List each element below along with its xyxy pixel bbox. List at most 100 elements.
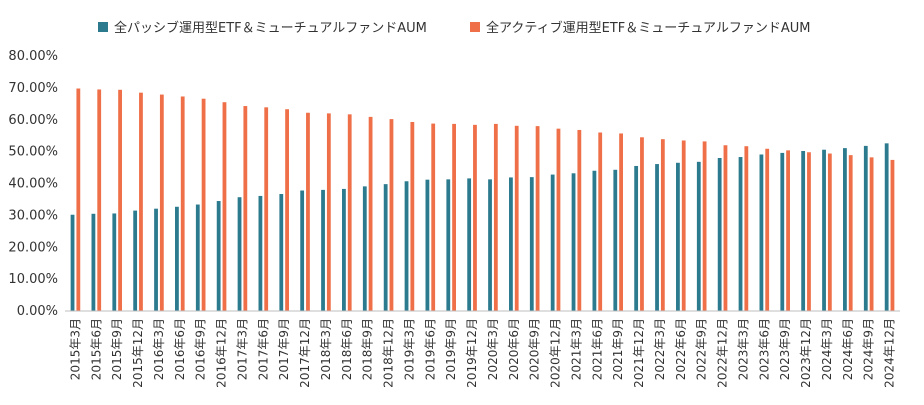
x-tick-label: 2020年9月 xyxy=(528,318,542,380)
bar-passive xyxy=(780,152,785,311)
bar-passive xyxy=(237,197,242,311)
x-tick-label: 2021年12月 xyxy=(632,318,646,388)
bar-passive xyxy=(738,157,743,311)
bar-passive xyxy=(529,177,534,312)
x-tick-label: 2015年9月 xyxy=(110,318,124,380)
y-tick-label: 80.00% xyxy=(8,49,58,64)
bar-active xyxy=(598,132,603,311)
bar-active xyxy=(890,159,895,311)
bar-active xyxy=(452,123,456,311)
x-axis-ticks: 2015年3月 2015年6月 2015年9月 2015年12月 2016年3月 2016… xyxy=(68,318,896,388)
bar-active xyxy=(243,106,248,311)
bar-passive xyxy=(843,148,847,311)
bar-passive xyxy=(613,169,618,311)
x-tick-label: 2016年12月 xyxy=(215,318,229,388)
bar-passive xyxy=(154,208,158,311)
x-tick-label: 2017年6月 xyxy=(256,318,270,380)
bar-active xyxy=(431,123,436,311)
bar-active xyxy=(222,102,227,311)
x-tick-label: 2015年3月 xyxy=(68,318,82,380)
bar-passive xyxy=(655,164,659,311)
bar-active xyxy=(389,119,394,311)
x-tick-label: 2023年3月 xyxy=(736,318,750,380)
bar-passive xyxy=(383,184,388,311)
bar-passive xyxy=(759,154,764,311)
x-tick-label: 2024年6月 xyxy=(841,318,855,380)
x-tick-label: 2016年6月 xyxy=(173,318,187,380)
x-tick-label: 2022年12月 xyxy=(716,318,730,388)
bar-active xyxy=(535,126,540,312)
bar-active xyxy=(640,137,644,311)
bar-active xyxy=(201,98,206,312)
bar-passive xyxy=(696,161,701,311)
legend-label-active: 全アクティブ運用型ETF＆ミューチュアルファンドAUM xyxy=(486,21,811,36)
bar-active xyxy=(159,94,164,311)
x-tick-label: 2019年12月 xyxy=(465,318,479,388)
bar-active xyxy=(118,89,122,311)
bar-passive xyxy=(362,186,367,311)
bar-active xyxy=(306,112,310,312)
bar-passive xyxy=(425,179,430,311)
x-tick-label: 2020年3月 xyxy=(486,318,500,380)
bar-passive xyxy=(112,213,117,311)
x-tick-label: 2024年9月 xyxy=(862,318,876,380)
bar-active xyxy=(744,146,749,311)
bar-active xyxy=(514,125,519,311)
x-tick-label: 2020年12月 xyxy=(549,318,563,388)
x-tick-label: 2022年3月 xyxy=(653,318,667,380)
x-tick-label: 2021年9月 xyxy=(611,318,625,380)
x-tick-label: 2015年6月 xyxy=(89,318,103,380)
legend-swatch-active xyxy=(470,21,480,32)
x-tick-label: 2017年3月 xyxy=(235,318,249,380)
bar-active xyxy=(869,157,874,311)
bars xyxy=(70,88,895,312)
bar-active xyxy=(139,92,143,311)
x-tick-label: 2017年9月 xyxy=(277,318,291,380)
x-tick-label: 2016年9月 xyxy=(194,318,208,380)
bar-passive xyxy=(467,178,472,311)
bar-active xyxy=(786,150,790,311)
bar-passive xyxy=(634,165,639,311)
x-tick-label: 2022年9月 xyxy=(695,318,709,380)
bar-passive xyxy=(70,214,75,311)
bar-active xyxy=(264,107,269,311)
bar-passive xyxy=(175,206,179,311)
y-tick-label: 10.00% xyxy=(8,272,58,287)
x-tick-label: 2019年3月 xyxy=(402,318,416,380)
y-tick-label: 30.00% xyxy=(8,208,58,223)
bar-passive xyxy=(571,173,576,311)
x-tick-label: 2018年9月 xyxy=(361,318,375,380)
y-tick-label: 40.00% xyxy=(8,177,58,192)
y-tick-label: 50.00% xyxy=(8,145,58,160)
bar-active xyxy=(473,124,477,311)
bar-active xyxy=(765,148,770,311)
x-tick-label: 2022年6月 xyxy=(674,318,688,380)
y-tick-label: 60.00% xyxy=(8,113,58,128)
bar-passive xyxy=(91,213,96,311)
x-tick-label: 2021年3月 xyxy=(569,318,583,380)
y-axis-ticks: 0.00% 10.00% 20.00% 30.00% 40.00% 50.00% 60.00… xyxy=(8,49,58,319)
x-tick-label: 2020年6月 xyxy=(507,318,521,380)
x-tick-label: 2019年6月 xyxy=(423,318,437,380)
legend-swatch-passive xyxy=(98,21,108,32)
x-tick-label: 2017年12月 xyxy=(298,318,312,388)
bar-passive xyxy=(195,204,200,311)
x-tick-label: 2016年3月 xyxy=(152,318,166,380)
x-tick-label: 2023年6月 xyxy=(757,318,771,380)
bar-active xyxy=(556,128,561,311)
bar-passive xyxy=(676,162,680,311)
x-tick-label: 2018年6月 xyxy=(340,318,354,380)
bar-active xyxy=(326,113,331,312)
y-tick-label: 70.00% xyxy=(8,81,58,96)
legend-item-passive: 全パッシブ運用型ETF＆ミューチュアルファンドAUM xyxy=(98,17,427,36)
bar-passive xyxy=(342,188,346,311)
legend-item-active: 全アクティブ運用型ETF＆ミューチュアルファンドAUM xyxy=(470,17,810,36)
bar-active xyxy=(493,123,498,311)
bar-active xyxy=(827,153,832,311)
bar-passive xyxy=(822,149,826,311)
bar-active xyxy=(285,109,289,311)
bar-passive xyxy=(300,190,305,311)
bar-passive xyxy=(801,150,806,311)
bar-active xyxy=(848,155,853,311)
